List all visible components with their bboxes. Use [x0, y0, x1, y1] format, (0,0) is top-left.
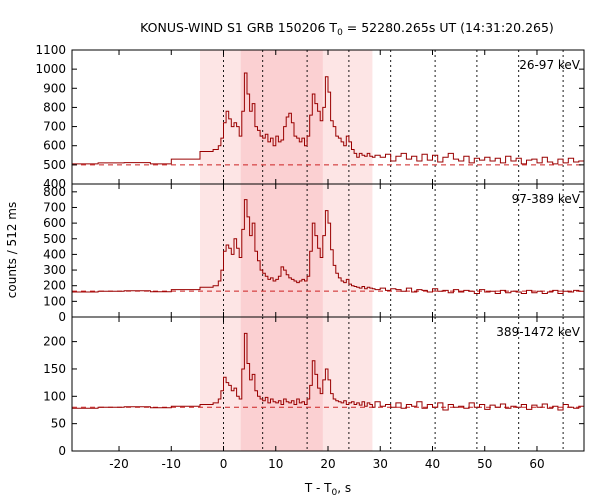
x-tick-label: 30 [373, 457, 388, 471]
x-axis-label: T - T0, s [304, 481, 351, 498]
y-tick-label: 100 [43, 294, 66, 308]
panel-3: 0 50 100 150 200 -20 -10 0 10 20 30 40 50 60 389-1472 … [43, 316, 585, 471]
count-rate-histogram [72, 72, 584, 165]
energy-band-label: 97-389 keV [512, 192, 581, 206]
y-tick-label: 100 [43, 389, 66, 403]
y-tick-label: 1100 [35, 43, 66, 57]
count-rate-histogram [72, 332, 584, 411]
x-tick-label: -10 [161, 457, 181, 471]
shaded-region-2 [240, 317, 323, 451]
shaded-region-2 [240, 50, 323, 184]
y-tick-label: 200 [43, 279, 66, 293]
panel-1: 400 500 600 700 800 900 1000 1100 26-97 keV [35, 43, 585, 191]
y-tick-label: 400 [43, 247, 66, 261]
x-tick-label: 20 [320, 457, 335, 471]
y-tick-label: 700 [43, 120, 66, 134]
energy-band-label: 26-97 keV [519, 58, 581, 72]
y-tick-label: 600 [43, 216, 66, 230]
x-tick-label: -20 [109, 457, 129, 471]
y-tick-label: 800 [43, 185, 66, 199]
y-tick-label: 300 [43, 263, 66, 277]
y-tick-label: 900 [43, 81, 66, 95]
chart-title: KONUS-WIND S1 GRB 150206 T0 = 52280.265s… [140, 20, 554, 38]
y-tick-label: 0 [58, 444, 66, 458]
y-tick-label: 500 [43, 158, 66, 172]
x-tick-label: 60 [529, 457, 544, 471]
x-tick-label: 10 [268, 457, 283, 471]
x-tick-label: 40 [425, 457, 440, 471]
y-tick-label: 200 [43, 335, 66, 349]
y-tick-label: 0 [58, 310, 66, 324]
x-tick-label: 0 [220, 457, 228, 471]
y-tick-label: 600 [43, 139, 66, 153]
y-axis-label: counts / 512 ms [5, 202, 19, 298]
y-tick-label: 700 [43, 200, 66, 214]
y-tick-label: 150 [43, 362, 66, 376]
energy-band-label: 389-1472 keV [496, 325, 580, 339]
x-tick-label: 50 [477, 457, 492, 471]
shaded-region-2 [240, 184, 323, 317]
count-rate-histogram [72, 199, 584, 294]
y-tick-label: 800 [43, 100, 66, 114]
y-tick-label: 400 [43, 177, 66, 191]
y-tick-label: 1000 [35, 62, 66, 76]
y-tick-label: 50 [51, 417, 66, 431]
y-tick-label: 500 [43, 232, 66, 246]
